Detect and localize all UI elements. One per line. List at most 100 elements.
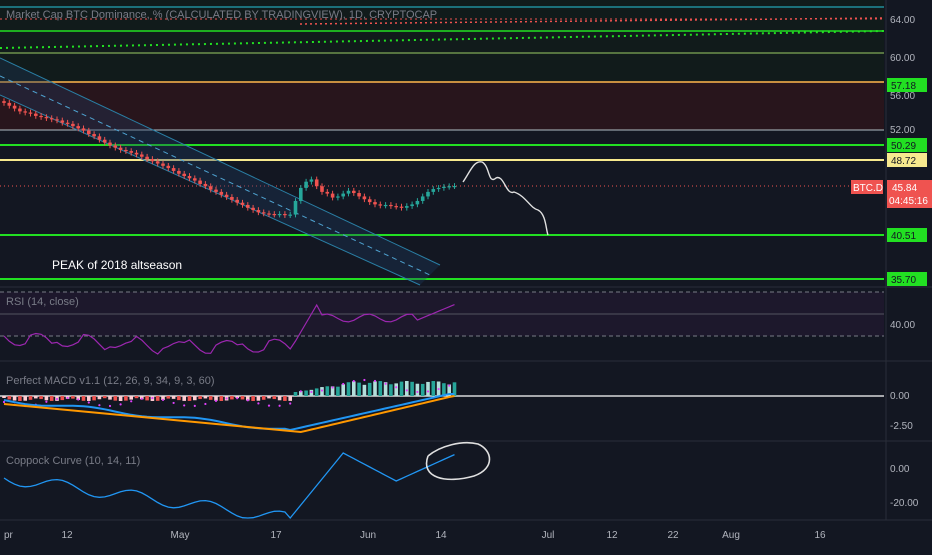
macd-histogram-bar — [447, 384, 451, 396]
candle-body — [277, 214, 282, 216]
candle-body — [373, 202, 377, 205]
price-level-tag — [887, 138, 927, 152]
macd-histogram-bar — [108, 396, 112, 400]
macd-histogram-bar — [367, 382, 372, 396]
candle-body — [203, 183, 208, 187]
macd-tick-label: 0.00 — [890, 391, 910, 402]
macd-histogram-bar — [134, 396, 139, 399]
macd-signal-dot — [2, 400, 6, 404]
macd-histogram-bar — [92, 396, 96, 401]
trend-dotted-red — [299, 17, 885, 25]
candle-body — [134, 152, 139, 155]
macd-histogram-bar — [76, 396, 80, 400]
macd-signal-dot — [236, 397, 239, 400]
macd-signal-dot — [130, 400, 133, 403]
candle-body — [405, 206, 409, 208]
candle-body — [426, 191, 430, 197]
peak-annotation: PEAK of 2018 altseason — [52, 258, 183, 272]
macd-histogram-bar — [198, 396, 202, 400]
macd-histogram-bar — [251, 396, 255, 401]
macd-signal-dot — [246, 399, 249, 402]
candle-body — [357, 193, 361, 197]
macd-line — [3, 393, 455, 432]
candle-body — [34, 113, 38, 116]
candle-body — [155, 161, 160, 164]
macd-histogram-bar — [341, 384, 345, 396]
candle-body — [230, 196, 234, 200]
macd-signal-dot — [320, 389, 324, 392]
candle-body — [320, 186, 324, 192]
macd-histogram-bar — [288, 396, 292, 401]
macd-signal-dot — [342, 382, 345, 386]
candle-body — [410, 204, 414, 207]
macd-histogram-bar — [145, 396, 149, 401]
candle-body — [187, 176, 192, 179]
rsi-line — [3, 303, 455, 355]
macd-histogram-bar — [256, 396, 261, 401]
macd-histogram-bar — [383, 382, 388, 396]
candle-body — [193, 178, 197, 181]
candle-body — [267, 213, 271, 215]
time-axis-label: 14 — [435, 530, 447, 541]
macd-histogram-bar — [352, 381, 356, 396]
macd-histogram-bar — [261, 396, 266, 400]
candle-body — [447, 186, 451, 188]
time-axis-label: Jul — [542, 530, 555, 541]
macd-signal-dot — [384, 382, 387, 385]
macd-histogram-bar — [336, 386, 340, 396]
macd-signal-dot — [98, 404, 101, 407]
candle-body — [18, 108, 22, 112]
macd-histogram-bar — [182, 396, 186, 401]
macd-signal-dot — [151, 396, 154, 400]
macd-histogram-bar — [12, 396, 17, 401]
candle-body — [246, 204, 250, 208]
macd-histogram-bar — [208, 396, 213, 400]
candle-body — [235, 199, 239, 203]
macd-histogram-bar — [240, 396, 245, 400]
macd-signal-dot — [331, 386, 334, 389]
macd-signal-dot — [289, 402, 292, 405]
macd-histogram-bar — [187, 396, 192, 401]
candle-body — [431, 189, 436, 192]
candle-body — [161, 163, 165, 166]
upper-zone — [0, 0, 884, 82]
price-level-tag-label: 50.29 — [891, 141, 916, 152]
macd-signal-dot — [45, 400, 48, 403]
macd-signal-dot — [193, 404, 196, 407]
macd-signal-dot — [119, 403, 122, 406]
candle-body — [293, 200, 298, 215]
macd-histogram-bar — [39, 396, 43, 400]
coppock-line — [3, 452, 455, 520]
candle-body — [325, 191, 330, 194]
macd-histogram-bar — [452, 382, 457, 396]
macd-signal-dot — [172, 401, 175, 405]
candle-body — [283, 214, 287, 216]
price-tick-label: 52.00 — [890, 125, 915, 136]
last-price-tag — [887, 180, 932, 208]
candle-body — [336, 196, 340, 198]
macd-histogram-bar — [23, 396, 27, 401]
candle-body — [44, 117, 49, 119]
candle-body — [309, 179, 314, 182]
macd-signal-dot — [87, 401, 90, 404]
rsi-tick-label: 40.00 — [890, 320, 915, 331]
macd-histogram-bar — [2, 396, 6, 398]
macd-signal-dot — [204, 402, 207, 406]
macd-histogram-bar — [299, 391, 303, 396]
macd-histogram-bar — [235, 396, 239, 399]
price-level-tag — [887, 78, 927, 92]
macd-histogram-bar — [34, 396, 38, 399]
macd-histogram-bar — [405, 381, 409, 396]
candle-body — [39, 115, 43, 118]
candle-body — [214, 189, 218, 192]
candle-body — [442, 186, 446, 188]
macd-signal-dot — [267, 404, 271, 407]
macd-histogram-bar — [283, 396, 287, 401]
candle-body — [108, 142, 112, 146]
candle-body — [251, 207, 255, 211]
macd-histogram-bar — [362, 384, 367, 396]
macd-signal-dot — [448, 384, 451, 387]
macd-histogram-bar — [166, 396, 171, 399]
candle-body — [71, 123, 75, 127]
